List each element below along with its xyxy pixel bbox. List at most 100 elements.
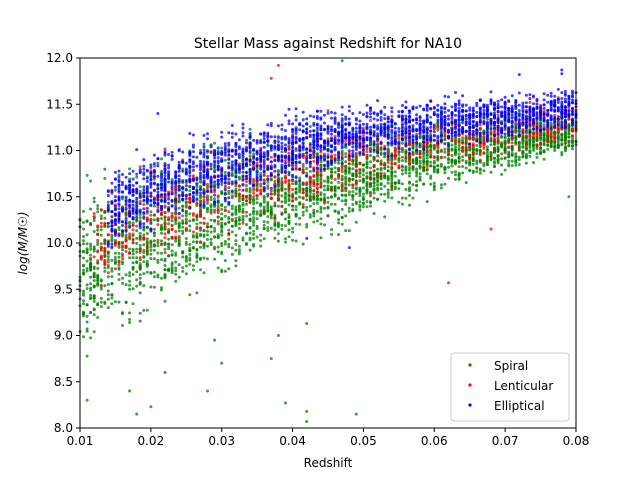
data-point: [308, 145, 312, 149]
data-point: [106, 306, 110, 310]
data-point: [106, 260, 110, 264]
data-point: [365, 162, 369, 166]
data-point: [167, 230, 171, 234]
data-point: [354, 182, 358, 186]
data-point: [560, 97, 564, 100]
data-point: [128, 222, 132, 226]
data-point: [418, 175, 422, 179]
data-point: [199, 245, 202, 249]
data-point: [347, 179, 351, 183]
data-point: [344, 152, 348, 156]
data-point: [85, 314, 89, 318]
data-point: [206, 389, 209, 393]
data-point: [372, 173, 376, 177]
data-point: [429, 125, 433, 129]
data-point: [106, 255, 110, 259]
data-point: [202, 155, 206, 159]
data-point: [308, 129, 312, 133]
data-point: [333, 148, 337, 152]
data-point: [135, 211, 139, 215]
data-point: [571, 134, 574, 138]
data-point: [326, 137, 330, 141]
data-point: [408, 129, 411, 133]
data-point: [542, 150, 546, 154]
data-point: [567, 106, 571, 110]
data-point: [145, 265, 149, 268]
data-point: [96, 282, 100, 286]
data-point: [351, 149, 355, 153]
data-point: [425, 172, 429, 176]
data-point: [535, 147, 539, 150]
data-point: [493, 140, 496, 143]
data-point: [103, 210, 107, 213]
data-point: [425, 151, 429, 154]
data-point: [138, 250, 142, 254]
data-point: [142, 251, 146, 254]
data-point: [294, 118, 298, 122]
data-point: [333, 111, 337, 115]
data-point: [535, 143, 539, 147]
data-point: [443, 110, 447, 114]
data-point: [142, 207, 146, 211]
data-point: [404, 171, 408, 175]
data-point: [188, 206, 192, 210]
data-point: [493, 161, 496, 165]
data-point: [156, 244, 160, 248]
data-point: [199, 194, 202, 198]
data-point: [209, 198, 213, 202]
data-point: [510, 159, 514, 163]
data-point: [369, 119, 372, 122]
data-point: [524, 156, 528, 160]
data-point: [121, 248, 124, 252]
data-point: [99, 278, 103, 282]
data-point: [106, 225, 110, 229]
data-point: [489, 143, 493, 147]
data-point: [294, 205, 298, 208]
data-point: [163, 218, 167, 222]
data-point: [82, 242, 85, 246]
data-point: [301, 182, 305, 186]
data-point: [92, 230, 96, 233]
data-point: [276, 194, 280, 198]
data-point: [248, 248, 252, 252]
data-point: [252, 223, 256, 227]
data-point: [220, 361, 224, 365]
data-point: [170, 249, 174, 253]
data-point: [177, 199, 181, 203]
data-point: [539, 136, 543, 140]
data-point: [124, 283, 128, 287]
data-point: [361, 186, 365, 190]
data-point: [174, 201, 178, 205]
data-point: [206, 185, 209, 188]
data-point: [124, 273, 128, 277]
data-point: [291, 204, 295, 208]
data-point: [305, 222, 309, 226]
data-point: [206, 208, 209, 211]
data-point: [174, 230, 178, 233]
data-point: [323, 179, 326, 183]
data-point: [418, 145, 422, 149]
data-point: [280, 227, 284, 231]
data-point: [220, 233, 224, 237]
data-point: [560, 127, 564, 131]
data-point: [149, 213, 153, 217]
data-point: [273, 228, 277, 232]
data-point: [571, 123, 574, 127]
data-point: [418, 164, 422, 168]
data-point: [379, 187, 383, 191]
data-point: [546, 125, 550, 129]
data-point: [255, 224, 259, 228]
data-point: [567, 132, 571, 136]
data-point: [326, 206, 330, 210]
data-point: [206, 229, 209, 233]
data-point: [184, 221, 188, 225]
data-point: [135, 256, 139, 260]
data-point: [369, 185, 372, 189]
data-point: [326, 153, 330, 157]
data-point: [475, 166, 479, 170]
data-point: [230, 189, 234, 193]
data-point: [149, 405, 153, 409]
data-point: [195, 232, 199, 236]
data-point: [347, 209, 351, 213]
data-point: [340, 157, 344, 160]
